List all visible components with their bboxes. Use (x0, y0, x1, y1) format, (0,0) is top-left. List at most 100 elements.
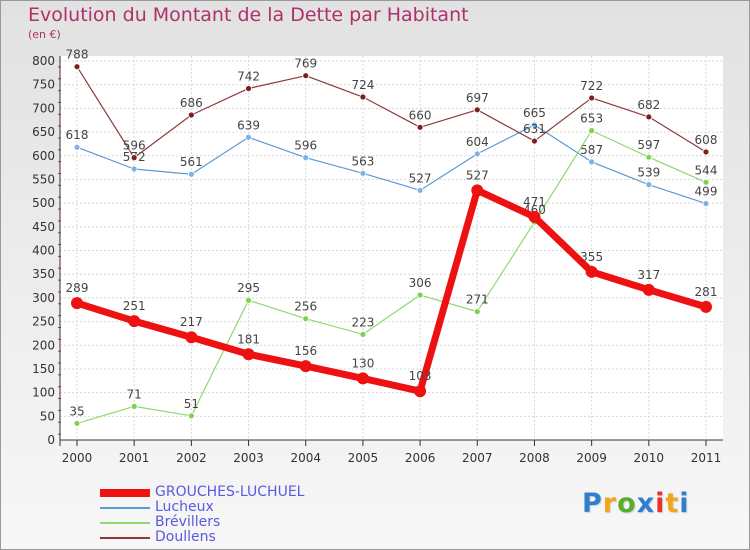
data-point-grouches-luchuel (299, 360, 312, 373)
data-point-grouches-luchuel (528, 210, 541, 223)
data-point-lucheux (702, 200, 710, 207)
x-tick-label: 2004 (290, 451, 321, 465)
data-label-lucheux: 618 (66, 128, 89, 142)
y-tick-label: 300 (32, 291, 55, 305)
data-point-br-villers (645, 153, 653, 161)
data-label-br-villers: 653 (580, 112, 603, 126)
series-line-grouches-luchuel (75, 186, 708, 395)
data-label-grouches-luchuel: 217 (180, 315, 203, 329)
legend-item-doullens: Doullens (100, 530, 400, 545)
data-point-lucheux (416, 186, 424, 194)
y-tick-label: 700 (32, 101, 55, 115)
legend-item-grouches-luchuel: GROUCHES-LUCHUEL (100, 485, 400, 500)
data-point-doullens (702, 148, 710, 156)
legend-label: Brévillers (155, 514, 221, 530)
data-point-grouches-luchuel (700, 300, 712, 313)
data-label-doullens: 788 (66, 48, 89, 62)
data-label-doullens: 682 (637, 98, 660, 112)
data-label-grouches-luchuel: 471 (523, 195, 546, 209)
x-tick-label: 2008 (519, 451, 550, 465)
data-label-doullens: 742 (237, 69, 260, 83)
data-label-lucheux: 639 (237, 118, 260, 132)
data-label-br-villers: 597 (637, 138, 660, 152)
data-label-grouches-luchuel: 289 (66, 281, 89, 295)
data-label-br-villers: 295 (237, 281, 260, 295)
x-tick-label: 2007 (462, 451, 493, 465)
data-label-grouches-luchuel: 281 (695, 285, 718, 299)
data-point-lucheux (359, 169, 367, 177)
data-label-lucheux: 499 (695, 185, 718, 199)
data-label-lucheux: 527 (409, 171, 432, 185)
y-tick-label: 400 (32, 244, 55, 258)
data-point-lucheux (302, 154, 310, 162)
data-point-doullens (187, 111, 195, 119)
x-tick-label: 2005 (348, 451, 379, 465)
y-tick-label: 500 (32, 196, 55, 210)
logo-letter: x (636, 488, 656, 519)
legend-swatch (100, 521, 150, 524)
chart-legend: GROUCHES-LUCHUEL Lucheux Brévillers Doullen… (100, 485, 400, 545)
y-tick-label: 100 (32, 386, 55, 400)
data-point-lucheux (473, 150, 481, 158)
y-tick-label: 750 (32, 78, 55, 92)
data-point-lucheux (130, 165, 138, 173)
data-label-grouches-luchuel: 527 (466, 168, 489, 182)
data-point-grouches-luchuel (185, 331, 198, 344)
x-tick-label: 2001 (119, 451, 150, 465)
data-point-doullens (645, 113, 653, 121)
data-point-grouches-luchuel (71, 297, 83, 310)
x-tick-label: 2009 (576, 451, 607, 465)
data-point-doullens (73, 63, 81, 71)
data-label-doullens: 769 (294, 57, 317, 71)
logo-letter: o (617, 488, 637, 519)
legend-item-lucheux: Lucheux (100, 500, 400, 515)
legend-swatch (100, 506, 150, 509)
data-point-lucheux (588, 158, 596, 166)
data-label-lucheux: 539 (637, 166, 660, 180)
logo-letter: r (602, 488, 618, 519)
data-label-grouches-luchuel: 130 (351, 356, 374, 370)
data-point-doullens (302, 72, 310, 80)
legend-label: Lucheux (155, 499, 214, 515)
data-label-lucheux: 665 (523, 106, 546, 120)
y-tick-label: 0 (47, 433, 55, 447)
data-label-doullens: 686 (180, 96, 203, 110)
data-point-doullens (588, 94, 596, 102)
y-tick-label: 350 (32, 267, 55, 281)
x-tick-label: 2000 (62, 451, 93, 465)
x-tick-label: 2002 (176, 451, 207, 465)
data-label-br-villers: 223 (351, 315, 374, 329)
data-point-doullens (531, 137, 538, 145)
data-point-grouches-luchuel (128, 315, 141, 328)
series-line-br-villers (76, 130, 707, 424)
legend-swatch (100, 488, 150, 497)
data-point-lucheux (187, 170, 195, 178)
data-point-lucheux (531, 121, 538, 129)
y-tick-label: 50 (40, 409, 55, 423)
data-point-grouches-luchuel (471, 184, 484, 197)
data-label-lucheux: 561 (180, 155, 203, 169)
y-tick-label: 650 (32, 125, 55, 139)
data-label-br-villers: 51 (184, 397, 199, 411)
data-point-grouches-luchuel (414, 385, 427, 398)
logo-letter: P (582, 488, 603, 519)
data-point-br-villers (73, 420, 81, 427)
y-tick-label: 200 (32, 338, 55, 352)
data-point-lucheux (245, 133, 252, 141)
data-point-br-villers (359, 330, 367, 338)
data-point-br-villers (302, 315, 310, 323)
data-label-br-villers: 271 (466, 293, 489, 307)
data-label-br-villers: 35 (69, 404, 84, 418)
y-tick-label: 550 (32, 172, 55, 186)
y-tick-label: 250 (32, 315, 55, 329)
data-label-lucheux: 604 (466, 135, 489, 149)
data-label-grouches-luchuel: 251 (123, 299, 146, 313)
series-line-lucheux (76, 124, 707, 205)
proxiti-logo: Proxiti (582, 488, 690, 519)
data-label-doullens: 631 (523, 122, 546, 136)
legend-label: GROUCHES-LUCHUEL (155, 484, 305, 500)
legend-label: Doullens (155, 529, 216, 545)
data-point-br-villers (130, 402, 138, 410)
chart-title: Evolution du Montant de la Dette par Hab… (28, 4, 469, 26)
